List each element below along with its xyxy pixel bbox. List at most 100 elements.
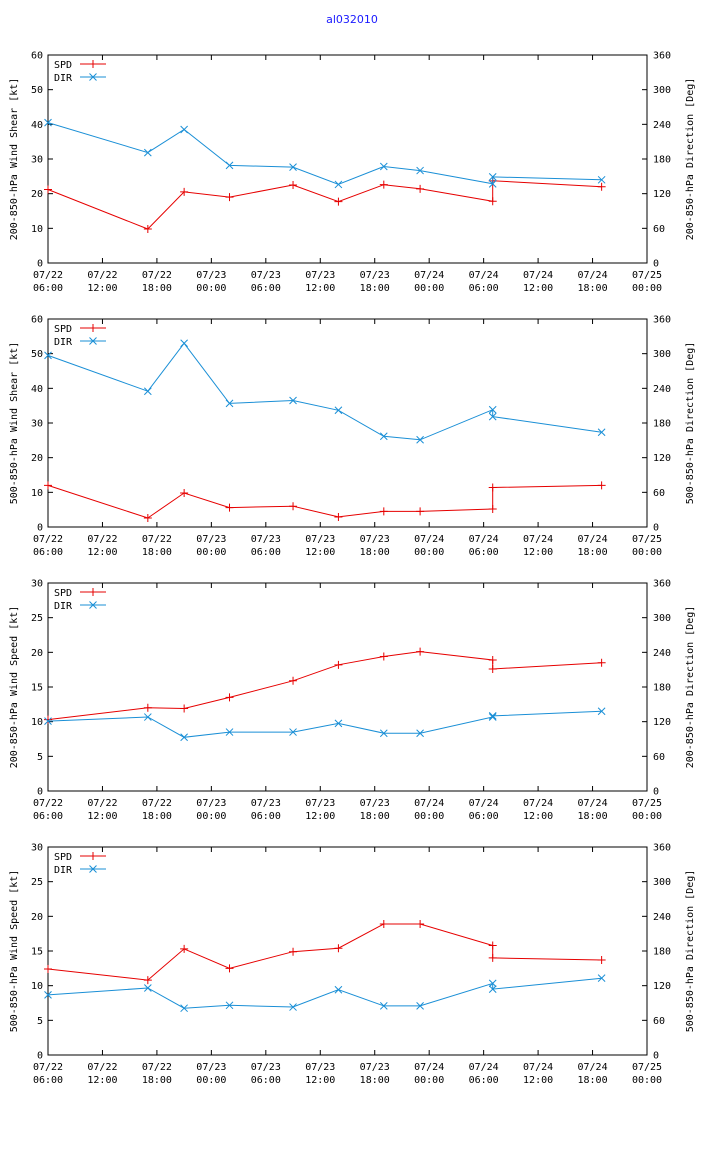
dir-point — [180, 733, 188, 742]
spd-point — [289, 502, 298, 511]
panel-4: 05101520253006012018024030036007/2206:00… — [9, 843, 696, 1087]
x-tick-label-time: 06:00 — [251, 811, 281, 822]
y-tick-label: 25 — [31, 877, 43, 888]
dir-series-line — [47, 342, 602, 441]
x-tick-label-date: 07/24 — [577, 270, 607, 281]
spd-point — [416, 507, 425, 516]
x-tick-label-time: 18:00 — [142, 283, 172, 294]
x-tick-label-date: 07/23 — [360, 270, 390, 281]
y2-tick-label: 300 — [653, 877, 671, 888]
x-tick-label-date: 07/24 — [577, 798, 607, 809]
x-tick-label-time: 18:00 — [360, 811, 390, 822]
spd-point — [379, 507, 388, 516]
spd-point — [180, 704, 189, 713]
dir-point — [488, 712, 497, 720]
y-tick-label: 0 — [37, 1051, 43, 1062]
spd-point — [44, 715, 52, 724]
spd-point — [143, 513, 152, 522]
x-tick-label-time: 06:00 — [469, 283, 499, 294]
x-tick-label-time: 00:00 — [632, 283, 662, 294]
x-tick-label-date: 07/23 — [196, 1062, 226, 1073]
x-tick-label-date: 07/24 — [414, 1062, 444, 1073]
x-tick-label-time: 06:00 — [33, 1075, 63, 1086]
spd-point — [289, 676, 298, 685]
plot-frame — [47, 54, 648, 264]
x-tick-label-time: 18:00 — [142, 547, 172, 558]
spd-point — [143, 225, 152, 234]
spd-point — [44, 185, 52, 194]
legend-dir-label: DIR — [54, 73, 73, 84]
y-tick-label: 20 — [31, 648, 43, 659]
y2-tick-label: 0 — [653, 787, 659, 798]
dir-point — [143, 387, 152, 396]
x-tick-label-time: 00:00 — [414, 1075, 444, 1086]
x-tick-label-date: 07/23 — [360, 798, 390, 809]
y2-tick-label: 120 — [653, 453, 671, 464]
dir-point — [289, 396, 297, 405]
x-tick-label-date: 07/25 — [632, 1062, 662, 1073]
dir-point — [334, 406, 343, 415]
dir-point — [597, 428, 606, 437]
y2-axis-label: 200-850-hPa Direction [Deg] — [685, 78, 696, 241]
x-tick-label-date: 07/23 — [196, 270, 226, 281]
x-tick-label-date: 07/24 — [523, 534, 553, 545]
y-tick-label: 30 — [31, 579, 43, 590]
x-tick-label-date: 07/22 — [142, 1062, 172, 1073]
spd-point — [597, 182, 606, 191]
dir-point — [334, 180, 343, 189]
spd-point — [334, 512, 343, 521]
x-tick-label-time: 00:00 — [196, 811, 226, 822]
y2-tick-label: 0 — [653, 1051, 659, 1062]
x-tick-label-date: 07/23 — [305, 798, 335, 809]
y2-tick-label: 300 — [653, 613, 671, 624]
legend-dir-marker — [89, 601, 97, 609]
y-tick-label: 5 — [37, 752, 43, 763]
legend-dir-marker — [89, 865, 97, 873]
spd-point — [225, 693, 234, 702]
x-tick-label-time: 12:00 — [523, 547, 553, 558]
dir-point — [488, 405, 497, 414]
dir-point — [143, 148, 152, 157]
dir-point — [289, 728, 297, 736]
y2-tick-label: 60 — [653, 224, 665, 235]
x-tick-label-date: 07/22 — [33, 270, 63, 281]
x-tick-label-date: 07/25 — [632, 798, 662, 809]
dir-series-line — [47, 710, 602, 738]
dir-point — [597, 974, 606, 983]
y-tick-label: 50 — [31, 85, 43, 96]
y2-tick-label: 360 — [653, 51, 671, 62]
y-tick-label: 40 — [31, 384, 43, 395]
x-tick-label-time: 06:00 — [33, 811, 63, 822]
x-tick-label-date: 07/24 — [469, 270, 499, 281]
dir-point — [225, 728, 234, 736]
y-tick-label: 25 — [31, 613, 43, 624]
x-tick-label-date: 07/24 — [414, 534, 444, 545]
legend-spd-label: SPD — [54, 60, 72, 71]
dir-point — [180, 1004, 188, 1013]
x-tick-label-date: 07/22 — [142, 534, 172, 545]
y2-tick-label: 0 — [653, 523, 659, 534]
x-tick-label-time: 00:00 — [414, 547, 444, 558]
y2-tick-label: 60 — [653, 752, 665, 763]
spd-point — [597, 956, 606, 965]
dir-point — [488, 412, 497, 421]
spd-point — [488, 941, 497, 950]
y-axis-label: 500-850-hPa Wind Speed [kt] — [9, 870, 20, 1033]
legend-dir-marker — [89, 337, 97, 345]
x-tick-label-time: 00:00 — [196, 547, 226, 558]
dir-point — [379, 729, 388, 738]
spd-point — [379, 652, 388, 661]
x-tick-label-date: 07/24 — [523, 798, 553, 809]
x-tick-label-date: 07/22 — [33, 798, 63, 809]
x-tick-label-time: 12:00 — [305, 1075, 335, 1086]
x-tick-label-time: 00:00 — [632, 1075, 662, 1086]
x-tick-label-date: 07/24 — [523, 270, 553, 281]
spd-point — [416, 184, 425, 193]
legend-spd-marker — [89, 588, 97, 596]
spd-point — [180, 489, 189, 498]
y2-tick-label: 300 — [653, 85, 671, 96]
panel-3: 05101520253006012018024030036007/2206:00… — [9, 579, 696, 823]
y-tick-label: 0 — [37, 259, 43, 270]
spd-point — [334, 944, 343, 953]
x-tick-label-date: 07/22 — [87, 270, 117, 281]
